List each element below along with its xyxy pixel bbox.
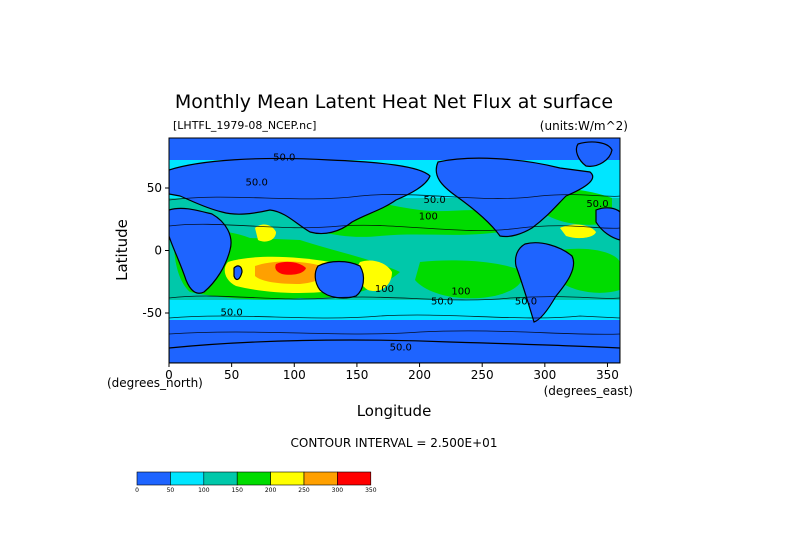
x-tick-label: 50	[224, 368, 239, 382]
madagascar	[233, 265, 243, 281]
contour-value-label: 50.0	[586, 199, 608, 210]
colorbar-tick-label: 0	[135, 487, 139, 494]
x-tick-label: 200	[408, 368, 431, 382]
arctic-band	[169, 138, 620, 160]
colorbar-swatch	[303, 471, 338, 486]
colorbar-tick-label: 300	[332, 487, 344, 494]
europe-asia	[169, 157, 431, 235]
x-tick-label: 100	[283, 368, 306, 382]
x-tick-label: 0	[165, 368, 173, 382]
colorbar-tick-label: 200	[265, 487, 277, 494]
colorbar-swatch	[337, 471, 372, 486]
contour-value-label: 50.0	[273, 153, 295, 164]
contour-line	[169, 194, 620, 201]
green-zone-south-pacific	[415, 260, 523, 299]
contour-line	[169, 314, 620, 319]
contour-value-label: 100	[451, 286, 470, 297]
chart-title: Monthly Mean Latent Heat Net Flux at sur…	[175, 91, 613, 113]
contour-lines	[169, 194, 620, 335]
units-label: (units:W/m^2)	[540, 119, 628, 133]
x-units-label: (degrees_east)	[544, 384, 633, 398]
contour-value-label: 100	[419, 211, 438, 222]
contour-value-label: 50.0	[246, 178, 268, 189]
x-tick-label: 250	[471, 368, 494, 382]
x-tick-label: 150	[345, 368, 368, 382]
yellow-zone-atlantic	[560, 224, 596, 239]
africa	[169, 207, 232, 294]
colorbar-swatch	[203, 471, 238, 486]
colorbar-tick-label: 50	[167, 487, 175, 494]
x-axis: 0 50 100 150 200 250 300 350	[165, 363, 619, 382]
contour-value-label: 50.0	[515, 296, 537, 307]
y-axis: 50 0 -50	[142, 181, 169, 320]
colorbar-swatch	[270, 471, 305, 486]
colorbar-tick-label: 350	[365, 487, 377, 494]
yellow-zone-arabian	[255, 224, 276, 242]
colorbar-swatch	[136, 471, 171, 486]
y-tick-label: 50	[147, 181, 162, 195]
contour-value-label: 50.0	[431, 296, 453, 307]
x-axis-label: Longitude	[357, 402, 432, 420]
colorbar-tick-label: 250	[298, 487, 310, 494]
y-units-label: (degrees_north)	[107, 376, 203, 390]
contour-interval-text: CONTOUR INTERVAL = 2.500E+01	[291, 436, 498, 450]
greenland	[575, 141, 613, 167]
colorbar-tick-label: 150	[231, 487, 243, 494]
australia	[314, 260, 365, 299]
colorbar: 0 50 100 150 200 250 300 350	[135, 471, 377, 494]
contour-value-label: 100	[375, 284, 394, 295]
green-zone-atlantic-south	[560, 248, 620, 293]
contour-line	[169, 330, 620, 335]
south-america	[514, 242, 575, 323]
colorbar-tick-label: 100	[198, 487, 210, 494]
y-axis-label: Latitude	[113, 219, 131, 281]
y-tick-label: -50	[142, 306, 162, 320]
x-tick-label: 300	[533, 368, 556, 382]
colorbar-swatch	[236, 471, 271, 486]
contour-value-label: 50.0	[221, 308, 243, 319]
file-label: [LHTFL_1979-08_NCEP.nc]	[173, 119, 316, 132]
yellow-zone-pacific-south	[357, 260, 392, 292]
north-america	[435, 157, 594, 238]
contour-value-label: 50.0	[390, 343, 412, 354]
continents	[169, 141, 620, 363]
colorbar-swatch	[170, 471, 205, 486]
y-tick-label: 0	[154, 244, 162, 258]
contour-line	[169, 223, 620, 231]
contour-value-label: 50.0	[423, 195, 445, 206]
antarctica	[169, 339, 620, 363]
red-zone-indian	[275, 261, 306, 275]
contour-line	[169, 295, 620, 301]
x-tick-label: 350	[596, 368, 619, 382]
southern-ocean-cyan	[169, 300, 620, 320]
